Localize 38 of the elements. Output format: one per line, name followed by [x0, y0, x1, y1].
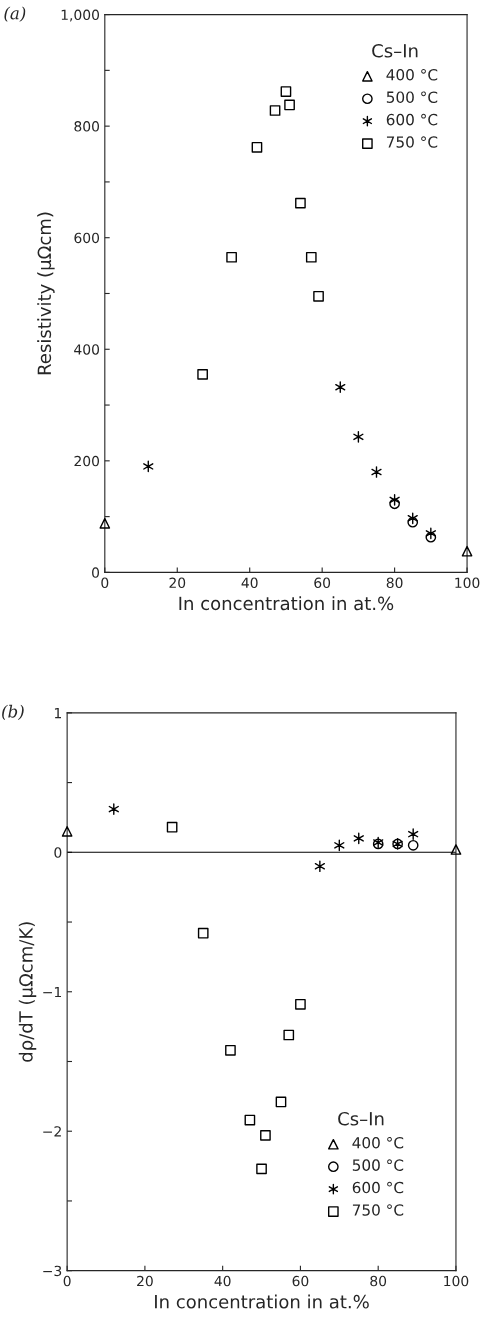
x-tick-label: 40 [214, 1275, 231, 1287]
x-tick-label: 80 [386, 577, 403, 589]
chart-title: (a) [4, 6, 26, 22]
y-tick-label: 1 [54, 708, 61, 719]
x-tick-label: 60 [314, 577, 331, 589]
y-axis-title: Resistivity (μΩcm) [37, 212, 55, 375]
y-tick-label: 600 [74, 232, 100, 244]
legend-title: Cs–In [338, 1111, 384, 1126]
legend-title: Cs–In [372, 43, 418, 58]
y-tick-label: 200 [74, 455, 100, 467]
y-tick-label: 800 [74, 121, 100, 132]
y-tick-label: −1 [43, 986, 61, 998]
x-tick-label: 20 [137, 1275, 153, 1287]
legend-label: 750 °C [386, 136, 438, 148]
legend-label: 600 °C [352, 1181, 404, 1194]
legend-label: 400 °C [352, 1136, 404, 1149]
x-tick-label: 0 [101, 577, 109, 589]
y-tick-label: 1,000 [61, 9, 100, 22]
x-tick-label: 100 [455, 577, 480, 589]
x-tick-label: 20 [169, 577, 186, 589]
legend-label: 750 °C [352, 1204, 404, 1216]
legend-label: 500 °C [386, 91, 438, 103]
x-axis-title: In concentration in at.% [155, 1294, 369, 1309]
x-axis-title: In concentration in at.% [179, 596, 394, 611]
x-tick-label: 0 [63, 1275, 71, 1287]
x-tick-label: 100 [444, 1275, 469, 1287]
y-tick-label: 0 [54, 847, 62, 858]
y-tick-label: 400 [74, 344, 100, 355]
y-tick-label: −2 [43, 1126, 61, 1137]
x-tick-label: 80 [370, 1275, 387, 1287]
x-tick-label: 60 [292, 1275, 309, 1287]
x-tick-label: 40 [241, 577, 258, 589]
y-tick-label: 0 [92, 567, 100, 578]
y-tick-label: −3 [43, 1265, 62, 1277]
legend-label: 500 °C [352, 1159, 404, 1171]
legend-label: 400 °C [386, 68, 438, 81]
y-axis-title: dρ/dT (μΩcm/K) [18, 922, 37, 1062]
chart-title: (b) [2, 704, 24, 721]
